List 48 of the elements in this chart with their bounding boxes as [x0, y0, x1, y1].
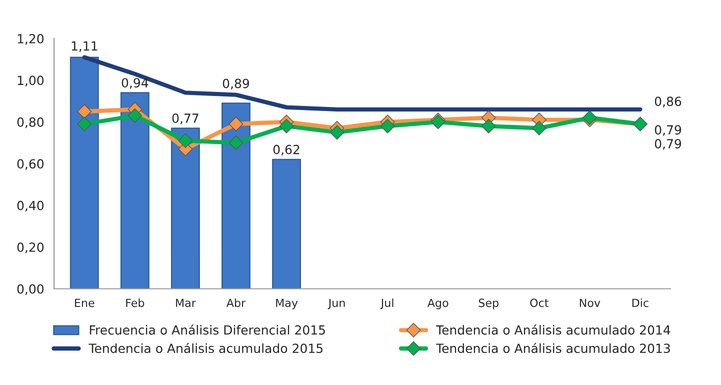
x-tick-label: Dic [632, 298, 648, 308]
point [77, 116, 92, 132]
data-label: 0,86 [654, 96, 682, 108]
x-tick-label: Ene [75, 298, 94, 308]
bar [272, 158, 301, 289]
point [279, 118, 294, 134]
point [228, 116, 244, 132]
legend-label: Frecuencia o Análisis Diferencial 2015 [90, 324, 325, 335]
legend-label: Tendencia o Análisis acumulado 2014 [436, 324, 670, 335]
point [128, 108, 142, 123]
bar [120, 92, 150, 289]
line-series [82, 55, 642, 112]
data-label: 0,79 [654, 139, 682, 150]
point [532, 120, 546, 136]
x-tick-label: Jun [328, 298, 345, 310]
y-tick-label: 0,40 [17, 200, 44, 212]
x-tick-label: Ago [427, 298, 448, 310]
data-label: 0,94 [122, 78, 148, 89]
point [481, 118, 496, 134]
point [228, 136, 244, 150]
bar [171, 128, 200, 289]
bar [222, 102, 250, 289]
x-tick-label: May [276, 298, 298, 310]
y-tick-label: 0,20 [17, 242, 44, 254]
point [77, 104, 92, 119]
x-tick-label: Nov [580, 298, 600, 308]
x-tick-label: Oct [530, 298, 548, 308]
y-tick-label: 1,20 [18, 34, 44, 45]
bar [70, 56, 99, 289]
data-label: 0,79 [654, 125, 682, 136]
data-label: 0,89 [222, 78, 250, 90]
x-tick-label: Mar [176, 298, 196, 308]
legend-label: Tendencia o Análisis acumulado 2013 [436, 342, 670, 354]
x-tick-label: Sep [478, 298, 498, 310]
x-tick-label: Jul [380, 298, 394, 310]
y-tick-label: 1,00 [18, 76, 44, 86]
data-label: 1,11 [72, 41, 98, 52]
legend-label: Tendencia o Análisis acumulado 2015 [88, 342, 322, 354]
data-label: 0,77 [172, 114, 198, 124]
point [380, 118, 395, 134]
x-tick-label: Feb [126, 298, 144, 308]
data-label: 0,62 [273, 144, 300, 156]
y-tick-label: 0,00 [17, 284, 44, 295]
y-tick-label: 0,60 [17, 159, 44, 170]
y-tick-label: 0,80 [17, 117, 44, 128]
point [178, 133, 193, 148]
x-tick-label: Abr [226, 298, 246, 308]
point [330, 125, 344, 140]
